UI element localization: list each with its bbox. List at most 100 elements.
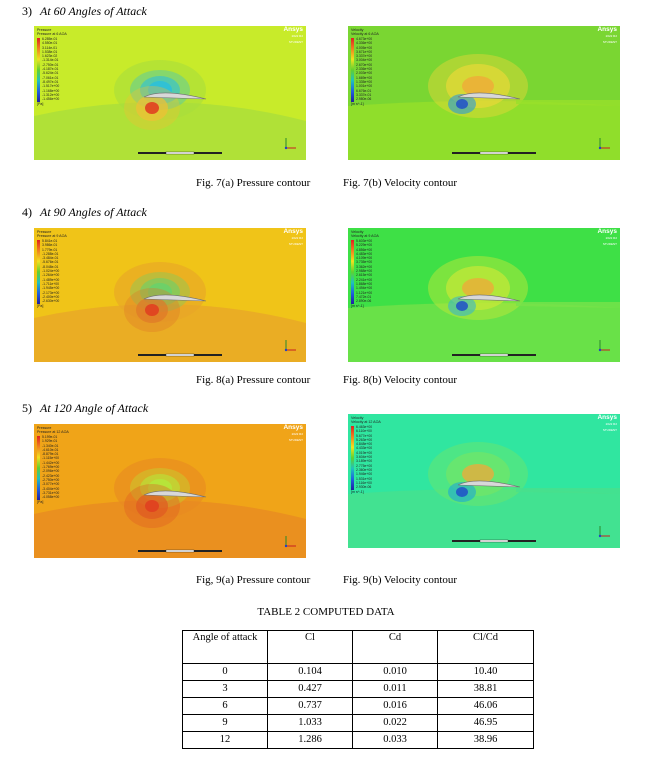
color-bar-tick: -1.456e+00	[42, 97, 60, 102]
contour-plot	[348, 26, 620, 160]
color-bar-tick: 3.189e+00	[356, 459, 373, 464]
ansys-logo: Ansys 2022 R2 STUDENT	[283, 26, 303, 45]
color-bar-tick: -7.061e-01	[42, 75, 59, 80]
legend-subtitle: Velocity at 6 AOA	[351, 32, 379, 36]
color-bar-tick: 5.677e+00	[356, 433, 373, 438]
color-bar-tick: 4.109e+00	[356, 256, 373, 261]
cell-cl: 1.033	[267, 714, 353, 732]
color-bar-tick: 5.263e+00	[356, 437, 373, 442]
legend-unit: [Pa]	[37, 500, 44, 504]
wake-region	[516, 100, 620, 106]
color-bar-tick: -5.676e-01	[42, 260, 59, 265]
color-bar	[37, 240, 40, 304]
color-bar-tick: -3.077e+00	[42, 482, 60, 487]
section-heading-60: 3) At 60 Angles of Attack	[22, 4, 147, 19]
cell-angle: 0	[182, 663, 268, 681]
cell-angle: 3	[182, 680, 268, 698]
color-bar-tick: -1.340e-01	[42, 443, 59, 448]
legend-title: Velocity Velocity at 9 AOA	[351, 230, 379, 238]
brand-version: 2022 R2	[291, 236, 303, 240]
figure-caption: Fig. 8(a) Pressure contour	[196, 374, 311, 386]
color-bar	[37, 436, 40, 500]
cell-cl-cd: 46.95	[437, 714, 534, 732]
section-title: At 120 Angle of Attack	[40, 401, 149, 415]
cell-cl-cd: 10.40	[437, 663, 534, 681]
velocity-contour-90: Velocity Velocity at 9 AOA 5.603e+00 5.229e…	[348, 228, 620, 362]
legend-subtitle: Pressure at 6 AOA	[37, 32, 67, 36]
color-bar-tick: 6.676e-01	[356, 88, 372, 93]
brand-name: Ansys	[597, 228, 617, 235]
figure-caption: Fig, 9(a) Pressure contour	[196, 574, 311, 586]
cell-cd: 0.033	[352, 731, 438, 749]
color-bar	[351, 426, 354, 490]
cell-angle: 12	[182, 731, 268, 749]
figure-caption: Fig. 8(b) Velocity contour	[343, 374, 458, 386]
color-bar-tick: -2.400e+00	[42, 294, 60, 299]
color-bar-tick: 4.433e+00	[356, 446, 373, 451]
color-bar-tick: 2.980e-06	[356, 97, 372, 102]
header-angle: Angle of attack	[182, 630, 268, 664]
legend-variable: Pressure	[37, 230, 52, 234]
legend-variable: Velocity	[351, 416, 364, 420]
stagnation-region	[456, 99, 468, 109]
color-bar-tick: -8.497e-01	[42, 79, 59, 84]
contour-plot	[348, 228, 620, 362]
cell-cl-cd: 38.81	[437, 680, 534, 698]
color-bar-ticks: 4.673e+00 4.336e+00 4.005e+00 3.671e+00 3.33…	[356, 37, 372, 101]
cell-cl: 0.104	[267, 663, 353, 681]
legend-variable: Pressure	[37, 28, 52, 32]
figure-caption: Fig. 9(b) Velocity contour	[343, 574, 458, 586]
header-cl: Cl	[267, 630, 353, 664]
color-bar-tick: -2.750e-01	[42, 62, 59, 67]
cell-angle: 6	[182, 697, 268, 715]
cell-cl-cd: 46.06	[437, 697, 534, 715]
color-bar-tick: -3.484e-01	[42, 256, 59, 261]
color-bar-tick: -3.404e+00	[42, 486, 60, 491]
legend-unit: [m s^-1]	[351, 490, 364, 494]
legend-title: Pressure Pressure at 6 AOA	[37, 28, 67, 36]
color-bar-tick: -1.442e+00	[42, 460, 60, 465]
color-bar-tick: 7.472e-01	[356, 294, 372, 299]
color-bar-tick: 3.362e+00	[356, 264, 373, 269]
airfoil-shape	[457, 294, 521, 302]
ansys-logo: Ansys 2022 R2 STUDENT	[597, 26, 617, 45]
color-bar-tick: -1.168e+00	[42, 88, 60, 93]
color-bar-tick: 1.335e+00	[356, 79, 373, 84]
color-bar-tick: -1.711e+00	[42, 281, 59, 286]
color-bar-tick: -1.115e+00	[42, 456, 59, 461]
cell-cd: 0.022	[352, 714, 438, 732]
color-bar-tick: -1.312e+00	[42, 92, 60, 97]
legend-variable: Pressure	[37, 426, 52, 430]
legend-subtitle: Pressure at 12 AOA	[37, 430, 69, 434]
color-bar-tick: 1.494e+00	[356, 286, 373, 291]
color-bar-tick: 1.538e-01	[42, 49, 58, 54]
color-bar-tick: 2.360e+00	[356, 467, 373, 472]
color-bar-tick: 3.337e+00	[356, 54, 373, 59]
color-bar-tick: 2.241e+00	[356, 277, 373, 282]
stagnation-region	[145, 304, 159, 316]
wake-region	[516, 488, 620, 494]
cell-cd: 0.011	[352, 680, 438, 698]
legend-unit: [m s^-1]	[351, 304, 364, 308]
color-bar-tick: -1.024e+00	[42, 269, 60, 274]
high-velocity-region	[462, 76, 494, 96]
color-bar-tick: -1.489e+00	[42, 277, 60, 282]
contour-plot	[34, 26, 306, 160]
brand-edition: STUDENT	[288, 242, 303, 246]
brand-edition: STUDENT	[288, 40, 303, 44]
section-heading-120: 5) At 120 Angle of Attack	[22, 401, 148, 416]
color-bar-tick: 3.114e-01	[42, 45, 58, 50]
brand-version: 2022 R2	[605, 422, 617, 426]
legend-title: Pressure Pressure at 12 AOA	[37, 426, 69, 434]
color-bar-tick: -2.750e+00	[42, 477, 60, 482]
legend-title: Velocity Velocity at 12 AOA	[351, 416, 381, 424]
color-bar-tick: 1.531e+00	[356, 476, 373, 481]
color-bar-tick: -1.945e+00	[42, 286, 60, 291]
color-bar-tick: -5.624e-01	[42, 71, 59, 76]
color-bar-tick: -1.264e+00	[42, 273, 60, 278]
cell-cd: 0.016	[352, 697, 438, 715]
color-bar-tick: 2.336e+00	[356, 67, 373, 72]
pressure-contour-120: Pressure Pressure at 12 AOA 5.199e-01 1.929…	[34, 424, 306, 558]
color-bar-tick: -4.187e-01	[42, 67, 59, 72]
color-bar-tick: -1.314e-01	[42, 58, 59, 63]
